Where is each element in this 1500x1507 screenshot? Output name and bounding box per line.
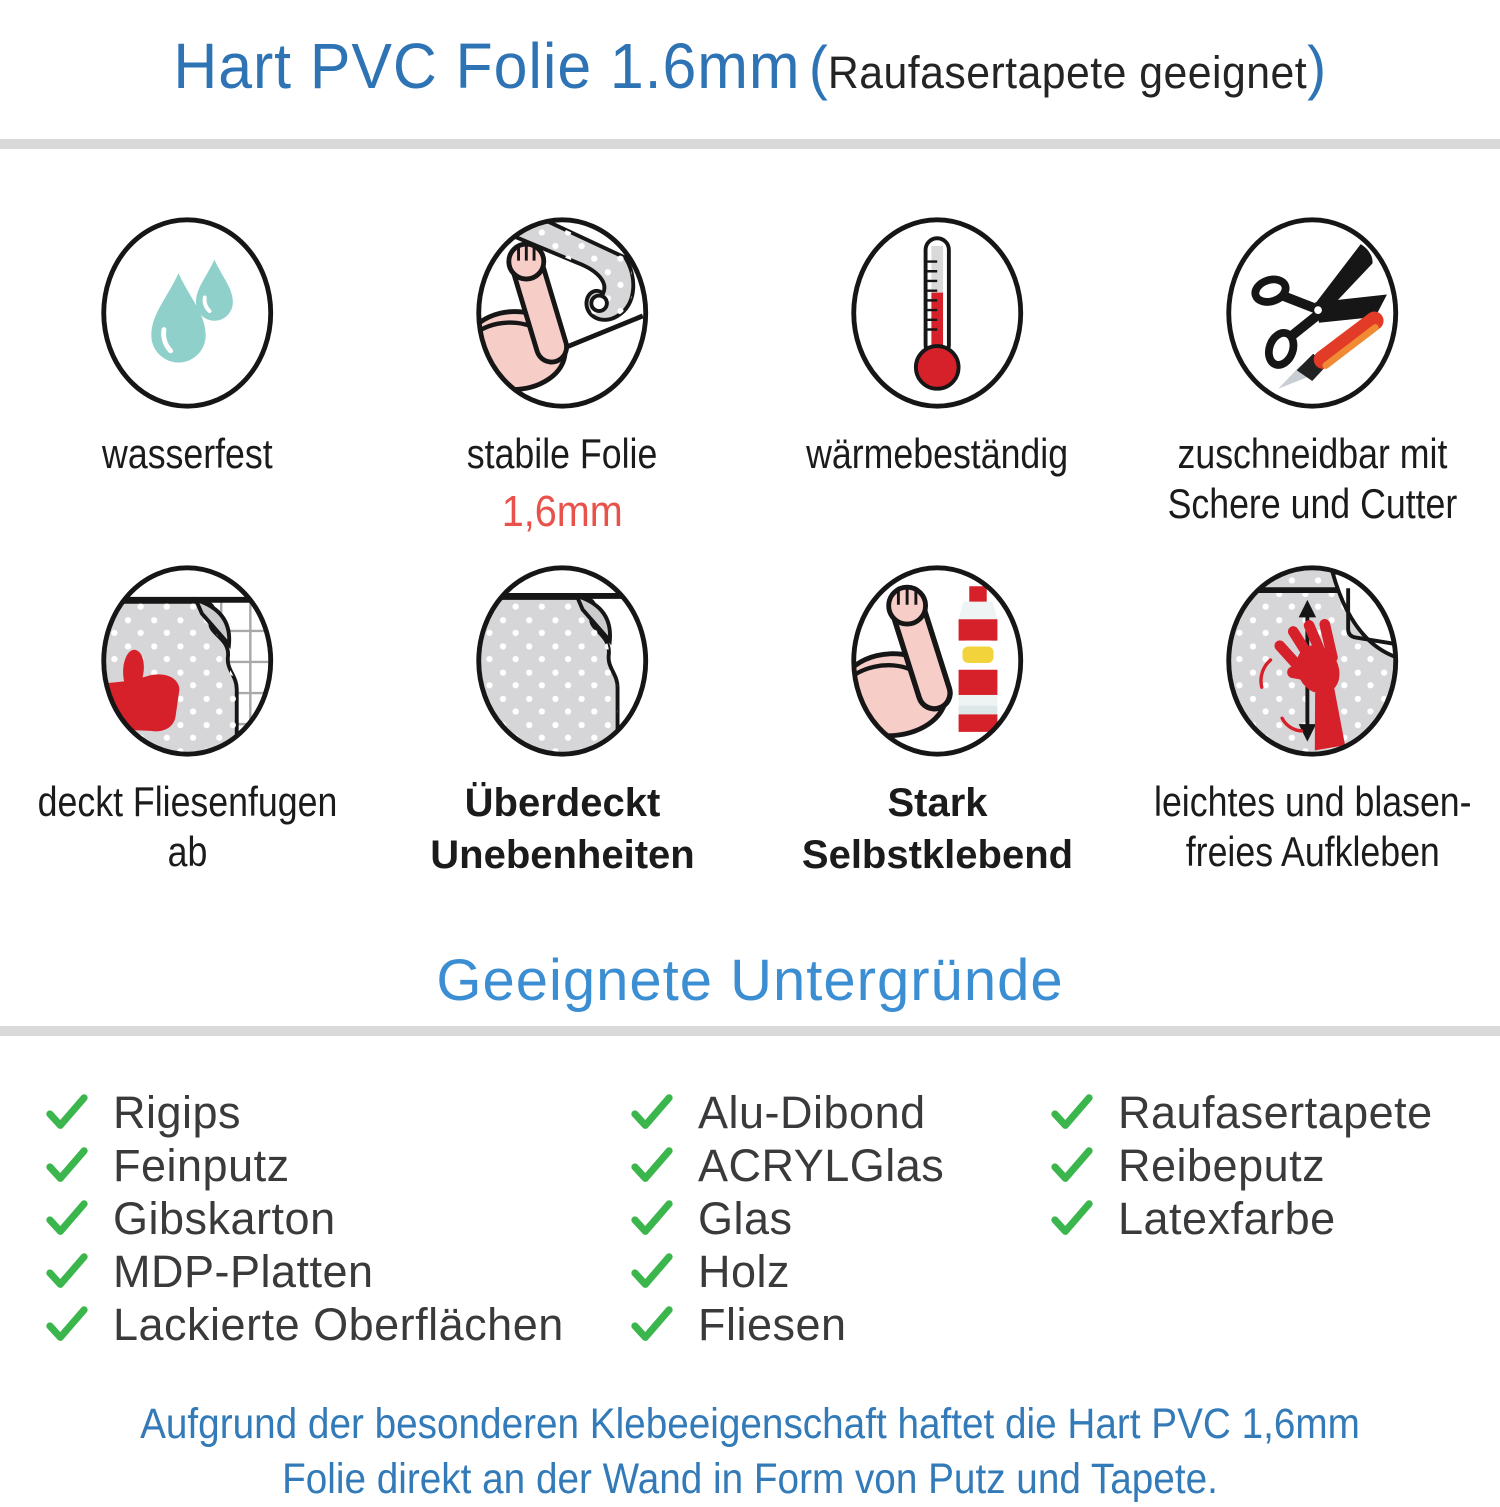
list-item: Fliesen <box>630 1298 1050 1351</box>
list-item-label: Raufasertapete <box>1118 1086 1433 1138</box>
divider <box>0 1026 1500 1036</box>
divider <box>0 139 1500 149</box>
feature-label: Überdeckt <box>464 781 661 825</box>
check-icon <box>1051 1146 1093 1182</box>
page-title: Hart PVC Folie 1.6mm (Raufasertapete gee… <box>0 0 1500 117</box>
feature-label: stabile Folie <box>467 430 658 477</box>
list-item: Raufasertapete <box>1050 1086 1500 1139</box>
list-item-label: MDP-Platten <box>113 1245 374 1297</box>
feature-aufkleben: leichtes und blasen- freies Aufkleben <box>1125 561 1500 899</box>
feature-label: wärmebeständig <box>806 430 1069 477</box>
list-item: Reibeputz <box>1050 1139 1500 1192</box>
check-icon <box>46 1146 88 1182</box>
check-icon <box>1051 1199 1093 1235</box>
feature-label: leichtes und blasen- <box>1153 778 1472 825</box>
check-icon <box>46 1093 88 1129</box>
feature-caption: wasserfest <box>87 429 288 551</box>
feature-label-line2: freies Aufkleben <box>1185 828 1440 876</box>
list-item-label: Reibeputz <box>1118 1139 1326 1191</box>
feature-caption: zuschneidbar mit Schere und Cutter <box>1142 429 1483 551</box>
hand-smoothing-icon <box>1226 565 1399 757</box>
check-icon <box>46 1305 88 1341</box>
footer-line-2: Folie direkt an der Wand in Form von Put… <box>282 1455 1218 1504</box>
list-item-label: Fliesen <box>698 1298 847 1350</box>
water-drops-icon <box>101 217 274 409</box>
list-item: Gibskarton <box>45 1192 630 1245</box>
feature-caption: Überdeckt Unebenheiten <box>430 777 694 899</box>
title-paren-close: ) <box>1307 34 1327 101</box>
feature-label: deckt Fliesenfugen ab <box>37 778 338 876</box>
feature-caption: stabile Folie 1,6mm <box>450 429 674 551</box>
feature-note-thickness: 1,6mm <box>501 487 624 537</box>
list-item: Latexfarbe <box>1050 1192 1500 1245</box>
feature-label: Stark <box>887 781 988 825</box>
feature-label-line2: Selbstklebend <box>801 833 1074 877</box>
feature-unebenheiten: Überdeckt Unebenheiten <box>375 561 750 899</box>
feature-grid: wasserfest <box>0 213 1500 899</box>
feature-caption: leichtes und blasen- freies Aufkleben <box>1126 777 1500 899</box>
thumb-up-tiles-icon <box>101 565 274 757</box>
strong-arm-foil-icon <box>476 217 649 409</box>
foil-covering-icon <box>476 565 649 757</box>
list-item: Holz <box>630 1245 1050 1298</box>
check-icon <box>46 1199 88 1235</box>
checklist-column-2: Alu-Dibond ACRYLGlas Glas Holz Fliesen <box>630 1086 1050 1351</box>
check-icon <box>631 1146 673 1182</box>
check-icon <box>46 1252 88 1288</box>
check-icon <box>631 1199 673 1235</box>
feature-label-line2: Schere und Cutter <box>1167 480 1458 528</box>
feature-label: zuschneidbar mit <box>1177 430 1448 477</box>
list-item: Glas <box>630 1192 1050 1245</box>
list-item: Rigips <box>45 1086 630 1139</box>
check-icon <box>631 1305 673 1341</box>
feature-waermebestaendig: wärmebeständig <box>750 213 1125 551</box>
subsurface-checklist: Rigips Feinputz Gibskarton MDP-Platten L… <box>0 1086 1500 1351</box>
list-item: MDP-Platten <box>45 1245 630 1298</box>
list-item-label: ACRYLGlas <box>698 1139 945 1191</box>
feature-label-line2: Unebenheiten <box>430 833 695 877</box>
feature-fliesenfugen: deckt Fliesenfugen ab <box>0 561 375 899</box>
title-subtitle: Raufasertapete geeignet <box>828 47 1308 98</box>
thermometer-icon <box>851 217 1024 409</box>
feature-selbstklebend: Stark Selbstklebend <box>750 561 1125 899</box>
list-item: Feinputz <box>45 1139 630 1192</box>
list-item-label: Gibskarton <box>113 1192 336 1244</box>
list-item-label: Latexfarbe <box>1118 1192 1336 1244</box>
checklist-column-1: Rigips Feinputz Gibskarton MDP-Platten L… <box>45 1086 630 1351</box>
feature-zuschneidbar: zuschneidbar mit Schere und Cutter <box>1125 213 1500 551</box>
list-item: Alu-Dibond <box>630 1086 1050 1139</box>
feature-caption: Stark Selbstklebend <box>802 777 1073 899</box>
check-icon <box>1051 1093 1093 1129</box>
feature-caption: deckt Fliesenfugen ab <box>0 777 375 899</box>
feature-label: wasserfest <box>102 430 273 477</box>
list-item-label: Glas <box>698 1192 793 1244</box>
feature-stabile-folie: stabile Folie 1,6mm <box>375 213 750 551</box>
scissors-and-cutter-icon <box>1226 217 1399 409</box>
list-item: Lackierte Oberflächen <box>45 1298 630 1351</box>
check-icon <box>631 1093 673 1129</box>
title-main: Hart PVC Folie 1.6mm <box>173 30 801 102</box>
list-item-label: Holz <box>698 1245 791 1297</box>
footer-note: Aufgrund der besonderen Klebeeigenschaft… <box>0 1397 1500 1507</box>
list-item: ACRYLGlas <box>630 1139 1050 1192</box>
feature-caption: wärmebeständig <box>783 429 1091 551</box>
check-icon <box>631 1252 673 1288</box>
footer-line-1: Aufgrund der besonderen Klebeeigenschaft… <box>140 1400 1360 1448</box>
arm-glue-tube-icon <box>851 565 1024 757</box>
title-paren-open: ( <box>809 34 829 101</box>
list-item-label: Rigips <box>113 1086 242 1138</box>
checklist-column-3: Raufasertapete Reibeputz Latexfarbe <box>1050 1086 1500 1351</box>
list-item-label: Lackierte Oberflächen <box>113 1298 564 1350</box>
section-heading-untergruende: Geeignete Untergründe <box>436 948 1064 1013</box>
list-item-label: Feinputz <box>113 1139 290 1191</box>
list-item-label: Alu-Dibond <box>698 1086 926 1138</box>
feature-wasserfest: wasserfest <box>0 213 375 551</box>
